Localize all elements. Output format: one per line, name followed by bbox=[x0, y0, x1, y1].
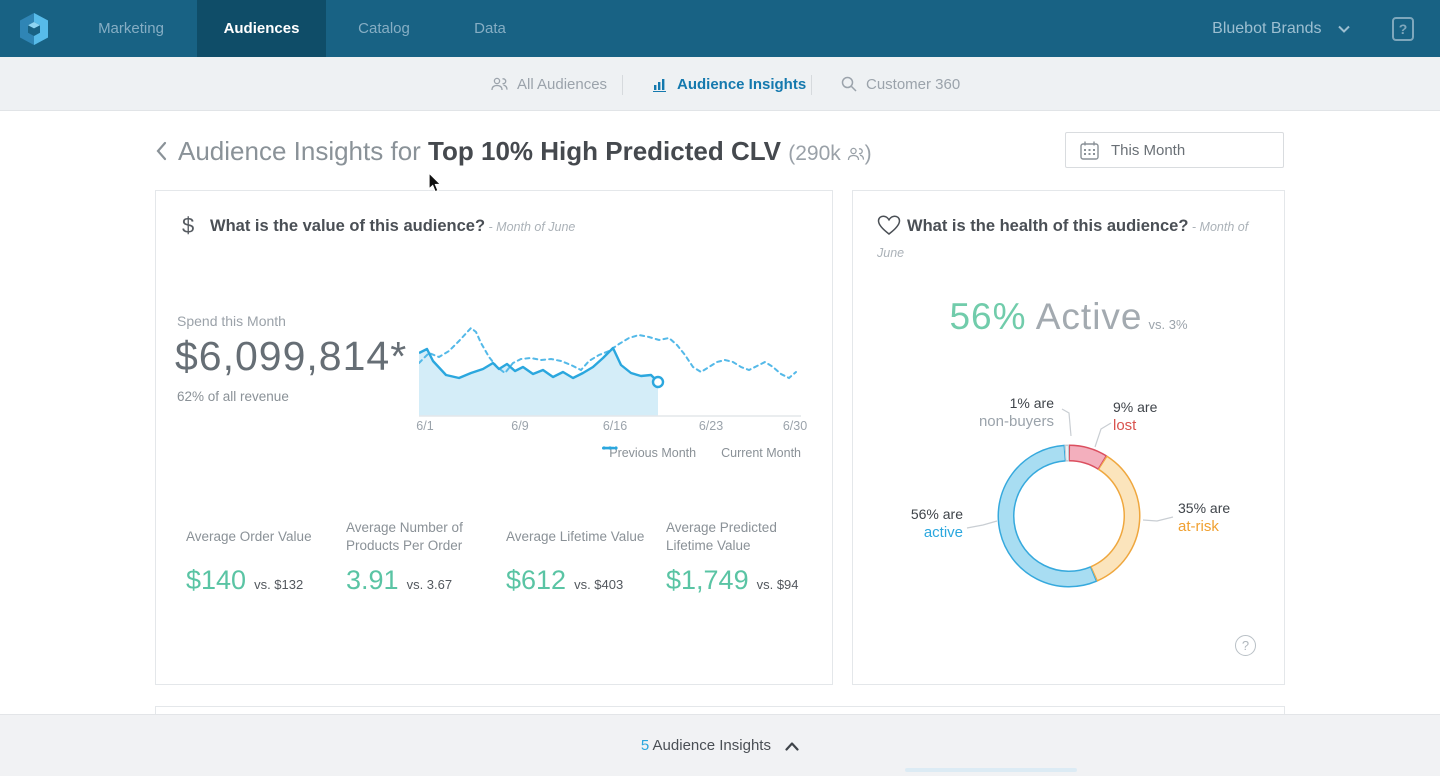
x-axis-tick: 6/30 bbox=[782, 419, 808, 433]
donut-label-active: 56% are active bbox=[910, 506, 963, 542]
metric-value: $1,749 bbox=[666, 565, 749, 595]
health-donut-chart bbox=[969, 416, 1169, 616]
metric-lifetime-value: Average Lifetime Value $612 vs. $403 bbox=[506, 529, 645, 595]
nav-tab-marketing[interactable]: Marketing bbox=[98, 20, 164, 37]
date-range-label: This Month bbox=[1111, 141, 1186, 159]
metric-value: $140 bbox=[186, 565, 247, 595]
divider bbox=[811, 75, 812, 95]
spend-trend-chart: Previous Month Current Month 6/1 6/9 6/16 6… bbox=[416, 319, 807, 469]
donut-label-lost: 9% are lost bbox=[1113, 399, 1158, 435]
subnav-customer-360[interactable]: Customer 360 bbox=[841, 57, 960, 111]
active-percent: 56% bbox=[949, 296, 1027, 337]
metric-vs: vs. 3.67 bbox=[406, 577, 453, 592]
metric-value: 3.91 bbox=[346, 565, 399, 595]
audience-count: (290k ) bbox=[788, 142, 872, 165]
subnav-all-audiences[interactable]: All Audiences bbox=[491, 57, 607, 111]
chevron-up-icon bbox=[785, 742, 799, 751]
health-headline: 56% Active vs. 3% bbox=[949, 296, 1188, 337]
search-icon bbox=[841, 76, 857, 92]
divider bbox=[622, 75, 623, 95]
legend-current-month: Current Month bbox=[602, 446, 801, 460]
top-nav: Marketing Audiences Catalog Data Bluebot… bbox=[0, 0, 1440, 57]
insights-count: 5 bbox=[640, 737, 650, 754]
nav-tab-catalog[interactable]: Catalog bbox=[358, 20, 410, 37]
calendar-icon bbox=[1080, 141, 1099, 160]
people-icon bbox=[491, 77, 508, 91]
x-axis-tick: 6/9 bbox=[511, 419, 529, 433]
x-axis-tick: 6/1 bbox=[416, 419, 434, 433]
mouse-cursor bbox=[428, 172, 442, 193]
x-axis-tick: 6/23 bbox=[698, 419, 724, 433]
spend-label: Spend this Month bbox=[177, 313, 286, 329]
chevron-down-icon bbox=[1338, 0, 1350, 57]
health-card: What is the health of this audience? - M… bbox=[852, 190, 1285, 685]
nav-tab-data[interactable]: Data bbox=[474, 20, 506, 37]
metric-predicted-lifetime-value: Average Predicted Lifetime Value $1,749 v… bbox=[666, 520, 799, 595]
metric-average-order-value: Average Order Value $140 vs. $132 bbox=[186, 529, 312, 595]
nav-tab-audiences[interactable]: Audiences bbox=[197, 0, 326, 57]
dollar-icon: $ bbox=[182, 213, 195, 238]
account-name: Bluebot Brands bbox=[1212, 20, 1322, 37]
donut-label-non-buyers: 1% are non-buyers bbox=[978, 395, 1054, 431]
metric-products-per-order: Average Number of Products Per Order 3.9… bbox=[346, 520, 463, 595]
metric-vs: vs. $132 bbox=[254, 577, 304, 592]
footer-bar: 5 Audience Insights bbox=[0, 714, 1440, 776]
help-docs-icon[interactable]: ? bbox=[1392, 17, 1414, 41]
help-icon[interactable]: ? bbox=[1235, 635, 1256, 656]
card-period: - Month of June bbox=[877, 220, 1249, 260]
value-card-header: What is the value of this audience? - Mo… bbox=[180, 213, 804, 240]
audience-name: Top 10% High Predicted CLV bbox=[428, 136, 782, 166]
back-chevron-icon[interactable] bbox=[156, 141, 167, 166]
value-card: $ What is the value of this audience? - … bbox=[155, 190, 833, 685]
card-question: What is the value of this audience? bbox=[210, 217, 486, 235]
page-title: Audience Insights for Top 10% High Predi… bbox=[178, 136, 872, 166]
subnav-audience-insights[interactable]: Audience Insights bbox=[653, 57, 806, 111]
people-icon bbox=[847, 147, 864, 161]
metric-vs: vs. $94 bbox=[756, 577, 799, 592]
metric-value: $612 bbox=[506, 565, 567, 595]
spend-sub-note: 62% of all revenue bbox=[177, 389, 289, 404]
insights-drawer-toggle[interactable]: 5 Audience Insights bbox=[0, 737, 1440, 754]
card-period: - Month of June bbox=[485, 220, 576, 234]
health-card-header: What is the health of this audience? - M… bbox=[877, 213, 1258, 265]
legend-previous-month: Previous Month bbox=[602, 446, 696, 460]
bar-chart-icon bbox=[653, 78, 666, 92]
card-question: What is the health of this audience? bbox=[907, 217, 1189, 235]
heart-icon bbox=[877, 215, 901, 241]
scrubber-artifact bbox=[905, 768, 1077, 772]
spend-value: $6,099,814* bbox=[175, 333, 408, 379]
metric-vs: vs. $403 bbox=[574, 577, 624, 592]
x-axis-tick: 6/16 bbox=[602, 419, 628, 433]
chart-legend: Previous Month Current Month bbox=[602, 446, 801, 460]
secondary-nav: All Audiences Audience Insights Customer… bbox=[0, 57, 1440, 111]
date-range-selector[interactable]: This Month bbox=[1065, 132, 1284, 168]
donut-label-at-risk: 35% are at-risk bbox=[1178, 500, 1231, 536]
app-logo-icon[interactable] bbox=[18, 12, 50, 46]
account-switcher[interactable]: Bluebot Brands bbox=[1212, 0, 1350, 57]
headline-comparison: vs. 3% bbox=[1148, 317, 1188, 332]
